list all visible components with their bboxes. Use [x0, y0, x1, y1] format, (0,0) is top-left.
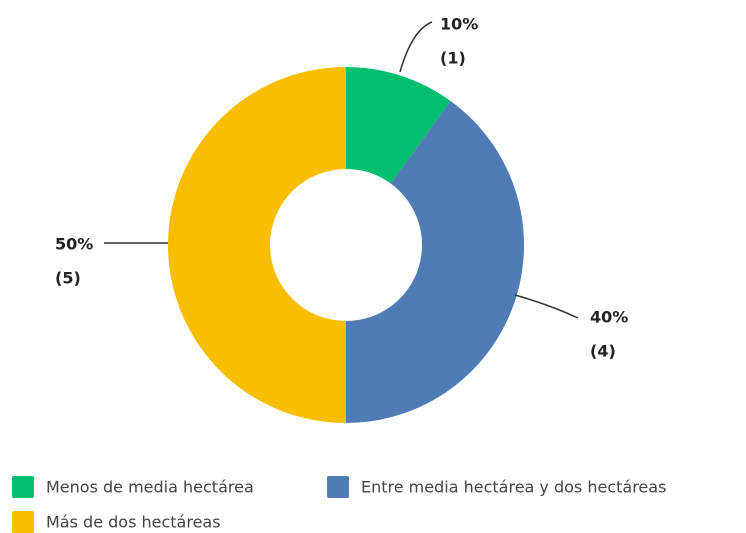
value-label: 40% — [590, 308, 628, 327]
count-label: (1) — [440, 49, 466, 68]
legend-swatch — [12, 476, 34, 498]
value-label: 10% — [440, 15, 478, 34]
count-label: (5) — [55, 269, 81, 288]
value-label: 50% — [55, 235, 93, 254]
legend-label: Más de dos hectáreas — [46, 513, 221, 532]
leader-line — [399, 21, 433, 73]
leader-line — [514, 294, 579, 319]
legend-swatch — [327, 476, 349, 498]
legend-label: Menos de media hectárea — [46, 478, 254, 497]
slice — [346, 100, 524, 424]
count-label: (4) — [590, 342, 616, 361]
slice — [346, 67, 451, 184]
slice — [168, 67, 346, 423]
legend-label: Entre media hectárea y dos hectáreas — [361, 478, 666, 497]
legend-swatch — [12, 511, 34, 533]
